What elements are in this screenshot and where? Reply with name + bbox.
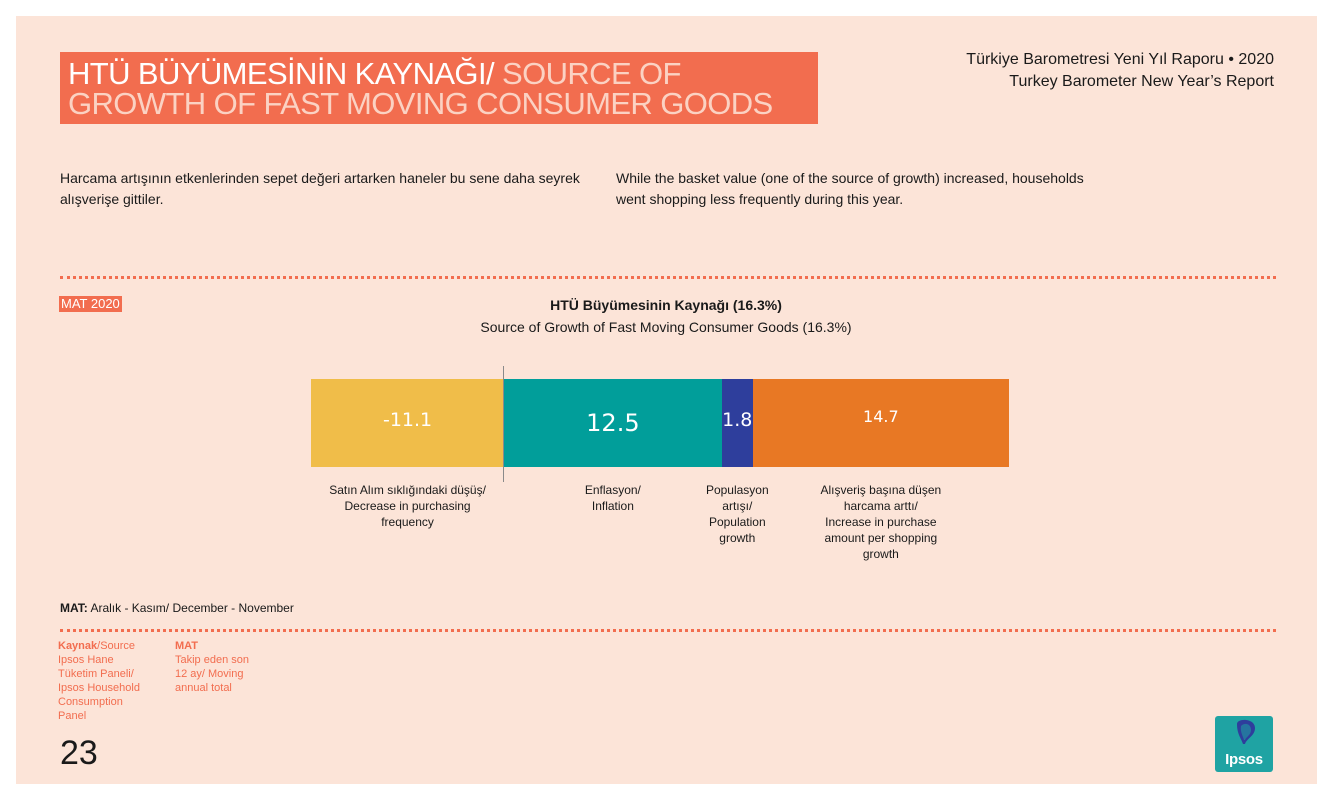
chart-title: HTÜ Büyümesinin Kaynağı (16.3%) xyxy=(550,297,782,313)
category-label-line: Enflasyon/ xyxy=(584,483,641,497)
category-label-line: artışı/ xyxy=(722,499,753,513)
bar-segment xyxy=(721,379,753,467)
category-label: Enflasyon/Inflation xyxy=(538,482,688,514)
bar-segment xyxy=(752,379,1009,467)
bar-value-label: 14.7 xyxy=(863,407,899,426)
category-label: Alışveriş başına düşen harcama arttı/Incr… xyxy=(781,482,981,562)
category-label: Populasyon artışı/Population growth xyxy=(672,482,802,546)
chart-subtitle: Source of Growth of Fast Moving Consumer… xyxy=(480,319,852,335)
category-label-line: Decrease in purchasing xyxy=(344,499,471,513)
source-line: Consumption xyxy=(58,696,123,708)
bar-segment xyxy=(504,379,722,467)
report-name-tr: Türkiye Barometresi Yeni Yıl Raporu • 20… xyxy=(966,51,1274,68)
source-line: Ipsos Hane xyxy=(58,654,114,666)
bar-value-label: 1.8 xyxy=(722,409,753,431)
source-line: Tüketim Paneli/ xyxy=(58,668,134,680)
ipsos-logo-text: Ipsos xyxy=(1225,751,1263,768)
bar-segment xyxy=(311,379,505,467)
source-line: Panel xyxy=(58,710,87,722)
source-line: Ipsos Household xyxy=(58,682,140,694)
title-en-part-2: GROWTH OF FAST MOVING CONSUMER GOODS xyxy=(68,86,773,121)
category-label-line: Populasyon xyxy=(705,483,769,497)
category-label-line: growth xyxy=(719,531,756,545)
category-label-line: harcama arttı/ xyxy=(843,499,918,513)
intro-text-en: While the basket value (one of the sourc… xyxy=(616,170,1084,207)
category-label-line: amount per shopping xyxy=(824,531,938,545)
category-label-line: growth xyxy=(862,547,899,561)
category-label-line: Increase in purchase xyxy=(825,515,937,529)
source-note: Kaynak/Source Ipsos Hane Tüketim Paneli/… xyxy=(58,639,168,723)
source-label: Kaynak xyxy=(58,640,98,652)
baseline-divider xyxy=(503,366,505,482)
title-en-part-1: SOURCE OF xyxy=(502,56,681,91)
page-number: 23 xyxy=(60,734,98,772)
mat-footnote: MAT: Aralık - Kasım/ December - November xyxy=(60,600,294,616)
intro-text-tr: Harcama artışının etkenlerinden sepet de… xyxy=(60,170,580,207)
mat-badge: MAT 2020 xyxy=(59,296,122,312)
report-name: Türkiye Barometresi Yeni Yıl Raporu • 20… xyxy=(966,49,1274,93)
mat-definition-label: MAT xyxy=(175,640,199,652)
footnote-text-tr: Aralık - Kasım/ xyxy=(87,601,170,615)
category-label-line: Satın Alım sıklığındaki düşüş/ xyxy=(329,483,486,497)
dotted-divider-top xyxy=(60,276,1276,279)
category-label-line: Alışveriş başına düşen xyxy=(820,483,942,497)
category-label-line: Inflation xyxy=(591,499,634,513)
mat-definition-line: Takip eden son xyxy=(175,654,249,666)
mat-definition-line: annual total xyxy=(175,682,232,694)
footnote-text-en: December - November xyxy=(169,601,294,615)
report-page: HTÜ BÜYÜMESİNİN KAYNAĞI/ SOURCE OF GROWT… xyxy=(16,16,1317,784)
category-label: Satın Alım sıklığındaki düşüş/Decrease i… xyxy=(313,482,503,530)
dotted-divider-bottom xyxy=(60,629,1276,632)
ipsos-logo-mark xyxy=(1237,719,1255,744)
title-tr: HTÜ BÜYÜMESİNİN KAYNAĞI/ xyxy=(68,56,495,91)
bar-value-label: -11.1 xyxy=(382,409,433,431)
ipsos-logo: Ipsos xyxy=(1215,716,1273,772)
bar-value-label: 12.5 xyxy=(586,409,640,437)
title-line-1: HTÜ BÜYÜMESİNİN KAYNAĞI/ SOURCE OF xyxy=(68,56,810,91)
page-title: HTÜ BÜYÜMESİNİN KAYNAĞI/ SOURCE OF GROWT… xyxy=(60,52,818,124)
mat-definition: MAT Takip eden son 12 ay/ Moving annual … xyxy=(175,639,285,695)
footnote-label: MAT: xyxy=(60,601,88,615)
source-label-en: /Source xyxy=(97,640,136,652)
mat-definition-line: 12 ay/ Moving xyxy=(175,668,244,680)
category-label-line: frequency xyxy=(381,515,434,529)
report-name-en: Turkey Barometer New Year’s Report xyxy=(1009,73,1274,90)
category-label-line: Population xyxy=(708,515,766,529)
